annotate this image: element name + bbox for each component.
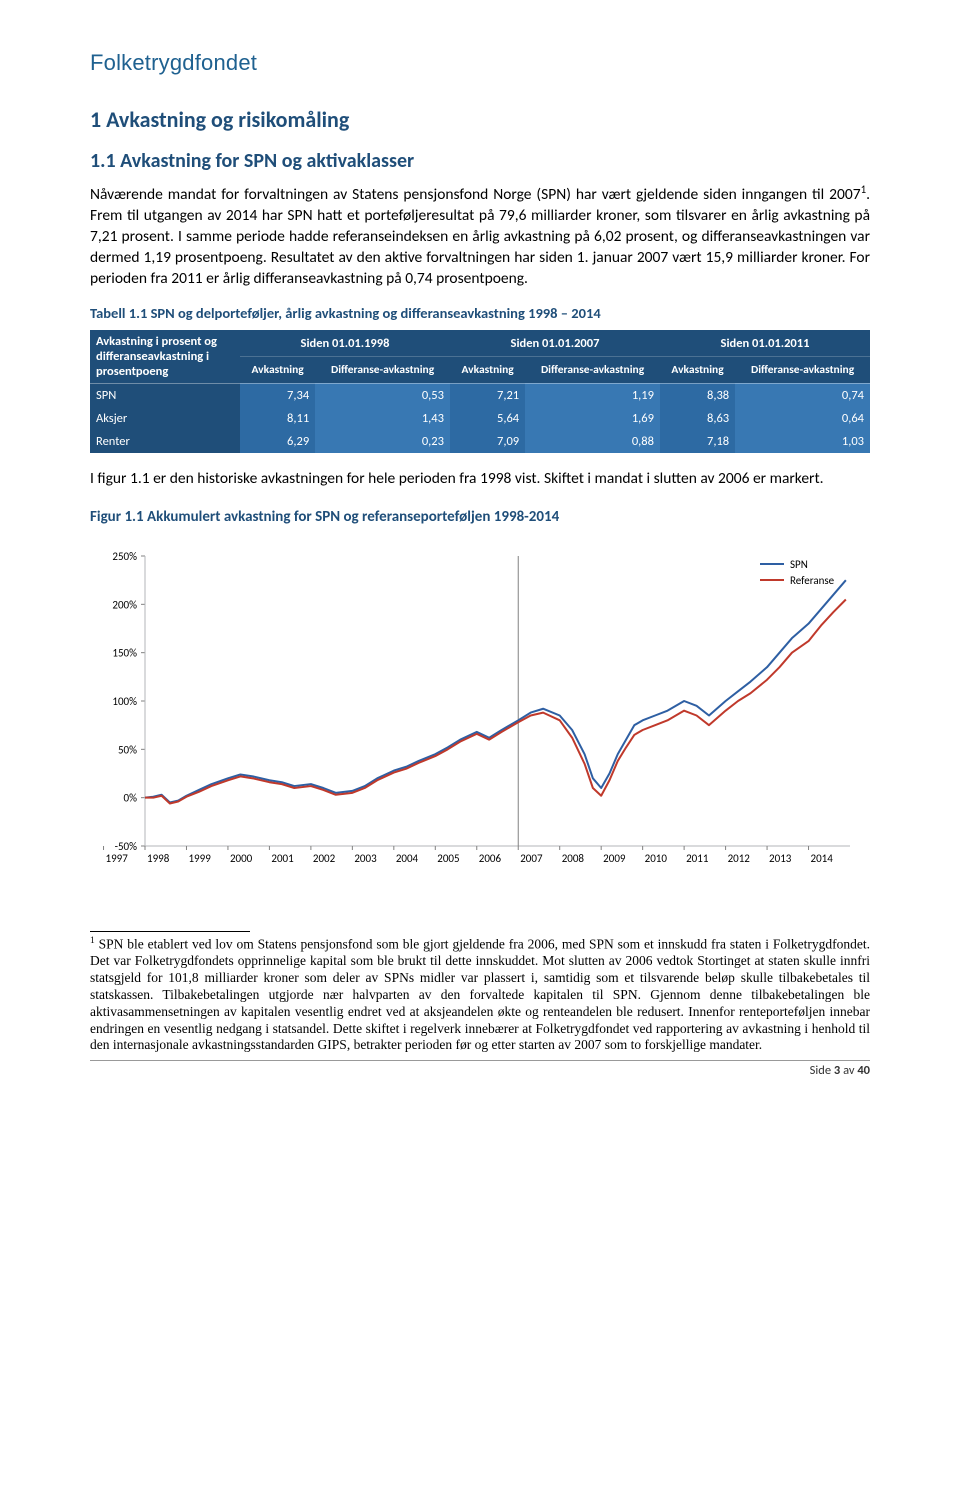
svg-text:2014: 2014 (811, 852, 834, 865)
cell: 1,43 (315, 407, 450, 430)
subhdr-2a: Avkastning (660, 357, 735, 383)
svg-text:0%: 0% (124, 791, 138, 804)
table-caption: Tabell 1.1 SPN og delporteføljer, årlig … (90, 304, 870, 322)
svg-text:Referanse: Referanse (790, 574, 835, 587)
footnote-rule (90, 931, 250, 932)
svg-text:1997: 1997 (106, 852, 129, 865)
cell: 0,23 (315, 430, 450, 453)
cell: 8,11 (240, 407, 315, 430)
cell: 7,34 (240, 383, 315, 407)
svg-text:2007: 2007 (520, 852, 543, 865)
subhdr-0a: Avkastning (240, 357, 315, 383)
page-footer: Side 3 av 40 (90, 1063, 870, 1078)
cell: 1,19 (525, 383, 660, 407)
cumulative-return-chart: -50%0%50%100%150%200%250%199719981999200… (90, 546, 860, 891)
cell: 8,38 (660, 383, 735, 407)
paragraph-1: Nåværende mandat for forvaltningen av St… (90, 183, 870, 290)
cell: 0,88 (525, 430, 660, 453)
table-row: SPN7,340,537,211,198,380,74 (90, 383, 870, 407)
cell: 7,09 (450, 430, 525, 453)
svg-text:2008: 2008 (562, 852, 585, 865)
returns-table: Avkastning i prosent og differanseavkast… (90, 330, 870, 453)
cell: 7,21 (450, 383, 525, 407)
cell: 0,74 (735, 383, 870, 407)
svg-text:150%: 150% (112, 646, 137, 659)
table-rowheader: Avkastning i prosent og differanseavkast… (90, 330, 240, 384)
svg-text:2001: 2001 (271, 852, 294, 865)
svg-text:2013: 2013 (769, 852, 792, 865)
svg-text:2012: 2012 (728, 852, 751, 865)
footer-total: 40 (857, 1063, 870, 1078)
subhdr-0b: Differanse-avkastning (315, 357, 450, 383)
table-period-0: Siden 01.01.1998 (240, 330, 450, 357)
svg-text:250%: 250% (112, 550, 137, 563)
footer-prefix: Side (810, 1063, 834, 1078)
section-title: 1 Avkastning og risikomåling (90, 106, 870, 133)
svg-text:2009: 2009 (603, 852, 626, 865)
brand-logo: Folketrygdfondet (90, 50, 870, 76)
subhdr-2b: Differanse-avkastning (735, 357, 870, 383)
svg-text:1998: 1998 (147, 852, 170, 865)
cell: 1,69 (525, 407, 660, 430)
footer-middle: av (840, 1063, 857, 1078)
svg-text:1999: 1999 (188, 852, 211, 865)
table-row: Aksjer8,111,435,641,698,630,64 (90, 407, 870, 430)
svg-text:2010: 2010 (645, 852, 668, 865)
page-footer-rule (90, 1060, 870, 1061)
svg-text:2002: 2002 (313, 852, 336, 865)
svg-text:2000: 2000 (230, 852, 253, 865)
subhdr-1a: Avkastning (450, 357, 525, 383)
row-label: Aksjer (90, 407, 240, 430)
svg-text:2003: 2003 (354, 852, 377, 865)
svg-text:2006: 2006 (479, 852, 502, 865)
cell: 8,63 (660, 407, 735, 430)
subhdr-1b: Differanse-avkastning (525, 357, 660, 383)
svg-text:2005: 2005 (437, 852, 459, 865)
row-label: SPN (90, 383, 240, 407)
svg-text:50%: 50% (118, 743, 137, 756)
table-period-2: Siden 01.01.2011 (660, 330, 870, 357)
svg-text:2011: 2011 (686, 852, 709, 865)
svg-text:100%: 100% (112, 695, 137, 708)
cell: 0,64 (735, 407, 870, 430)
svg-text:200%: 200% (112, 598, 137, 611)
footnote-text: SPN ble etablert ved lov om Statens pens… (90, 936, 870, 1052)
para1-a: Nåværende mandat for forvaltningen av St… (90, 185, 861, 204)
chart-svg: -50%0%50%100%150%200%250%199719981999200… (90, 546, 860, 886)
svg-text:SPN: SPN (790, 558, 808, 571)
paragraph-2: I figur 1.1 er den historiske avkastning… (90, 469, 870, 490)
svg-text:2004: 2004 (396, 852, 419, 865)
table-period-1: Siden 01.01.2007 (450, 330, 660, 357)
cell: 0,53 (315, 383, 450, 407)
cell: 5,64 (450, 407, 525, 430)
cell: 6,29 (240, 430, 315, 453)
table-row: Renter6,290,237,090,887,181,03 (90, 430, 870, 453)
cell: 1,03 (735, 430, 870, 453)
row-label: Renter (90, 430, 240, 453)
figure-caption: Figur 1.1 Akkumulert avkastning for SPN … (90, 508, 870, 526)
footnote-1: 1 SPN ble etablert ved lov om Statens pe… (90, 936, 870, 1055)
cell: 7,18 (660, 430, 735, 453)
subsection-title: 1.1 Avkastning for SPN og aktivaklasser (90, 149, 870, 173)
